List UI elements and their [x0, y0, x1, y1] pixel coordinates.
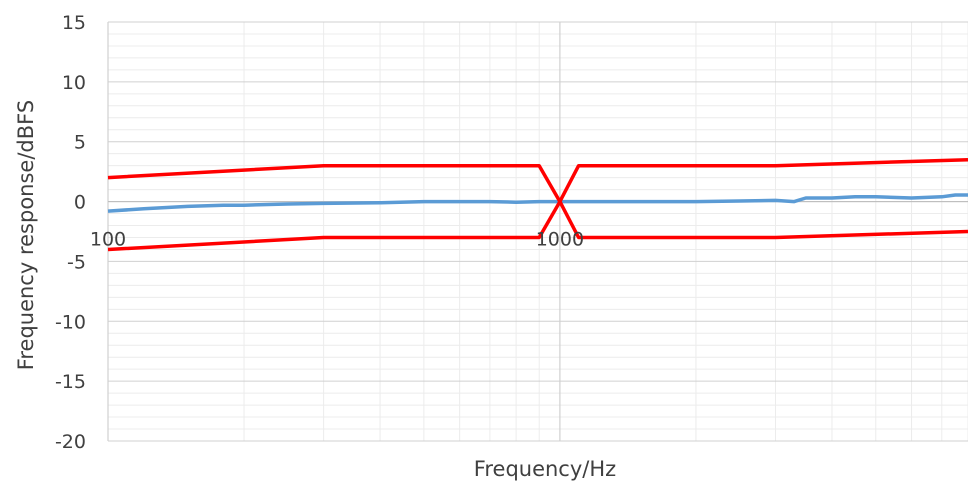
y-tick-label: 5 [74, 132, 86, 154]
x-tick-labels: 100 1000 [90, 229, 584, 251]
x-tick-label: 1000 [536, 229, 584, 251]
y-tick-label: -20 [55, 431, 86, 453]
y-tick-label: 0 [74, 192, 86, 214]
y-tick-label: -5 [67, 251, 86, 273]
y-tick-label: 10 [62, 72, 86, 94]
x-axis-title: Frequency/Hz [474, 457, 616, 481]
y-tick-label: -15 [55, 371, 86, 393]
series-measured-line [107, 193, 968, 213]
x-tick-label: 100 [90, 229, 126, 251]
series-lower-limit-line [107, 199, 968, 252]
y-tick-label: -10 [55, 311, 86, 333]
y-tick-label: 15 [62, 12, 86, 34]
series-layer [107, 157, 968, 252]
y-tick-labels: 15 10 5 0 -5 -10 -15 -20 [55, 12, 86, 453]
y-axis-title: Frequency response/dBFS [14, 100, 38, 370]
